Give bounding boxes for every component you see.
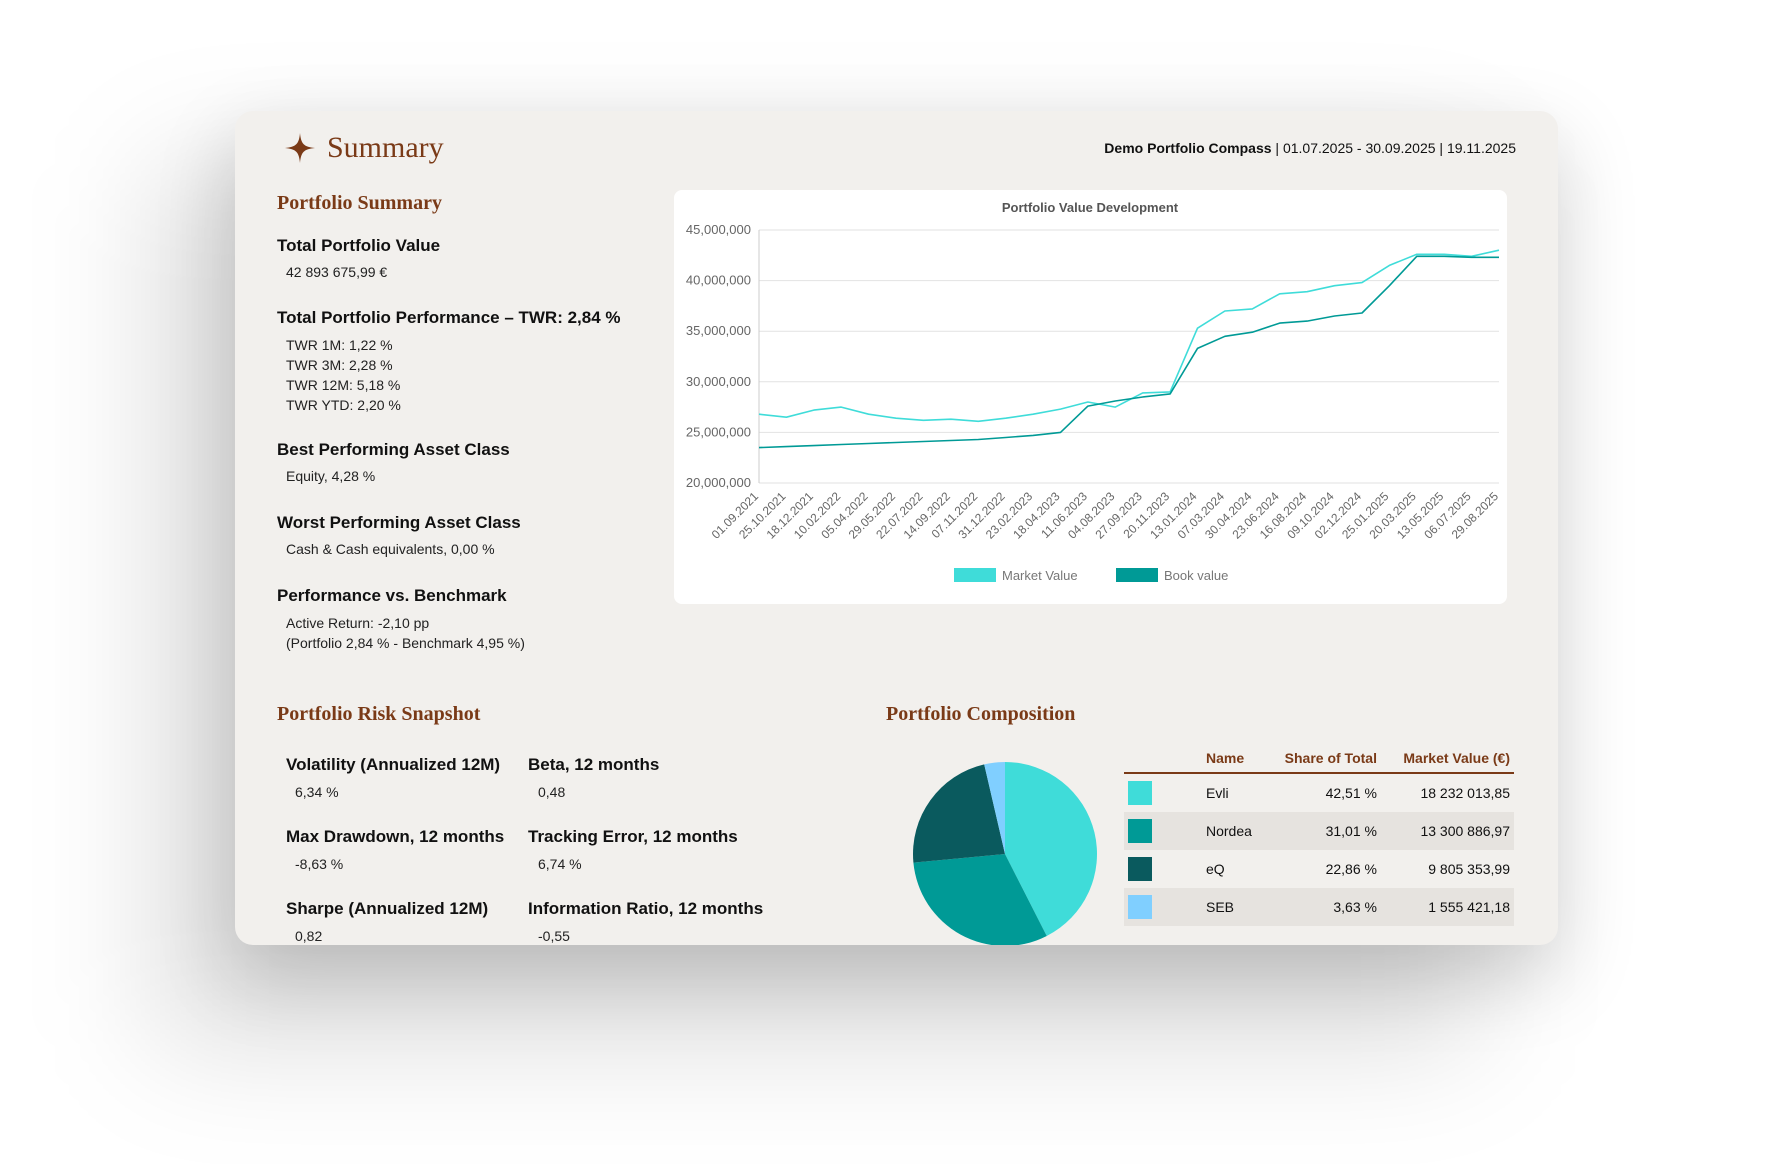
y-tick-label: 30,000,000	[686, 374, 751, 389]
page-title: Summary	[327, 131, 444, 164]
series-line-market-value	[758, 249, 1500, 423]
benchmark-label: Performance vs. Benchmark	[277, 586, 507, 605]
swatch-cell	[1124, 888, 1202, 926]
pie-slice-eq	[912, 764, 1005, 863]
row-share: 42,51 %	[1325, 785, 1377, 801]
legend-label: Market Value	[1002, 568, 1078, 583]
row-name: SEB	[1202, 888, 1265, 926]
portfolio-name: Demo Portfolio Compass	[1104, 140, 1272, 156]
row-share: 3,63 %	[1264, 888, 1381, 926]
summary-header: Summary	[285, 131, 444, 165]
composition-title: Portfolio Composition	[886, 703, 1076, 725]
tracking-error-label: Tracking Error, 12 months	[528, 827, 738, 846]
y-tick-label: 20,000,000	[686, 475, 751, 490]
legend-swatch	[954, 568, 996, 582]
total-value: 42 893 675,99 €	[286, 264, 388, 280]
twr-3m: TWR 3M: 2,28 %	[286, 357, 393, 373]
legend-swatch	[1116, 568, 1158, 582]
twr-12m: TWR 12M: 5,18 %	[286, 377, 401, 393]
table-row: SEB 3,63 % 1 555 421,18	[1124, 888, 1514, 926]
info-ratio-value: -0,55	[538, 928, 570, 944]
worst-asset-value: Cash & Cash equivalents, 0,00 %	[286, 541, 495, 557]
table-header: Name Share of Total Market Value (€)	[1124, 744, 1514, 774]
beta-value: 0,48	[538, 784, 566, 800]
swatch-cell	[1124, 850, 1202, 888]
report-dates: | 01.07.2025 - 30.09.2025 | 19.11.2025	[1271, 140, 1516, 156]
portfolio-summary-title: Portfolio Summary	[277, 192, 442, 214]
worst-asset-label: Worst Performing Asset Class	[277, 513, 521, 532]
chart-title: Portfolio Value Development	[1002, 200, 1179, 215]
name-column-header: Name	[1202, 744, 1265, 774]
row-name: eQ	[1206, 861, 1225, 877]
table-row: Evli 42,51 % 18 232 013,85	[1124, 773, 1514, 812]
pie-slice-evli	[1005, 762, 1098, 936]
sharpe-value: 0,82	[295, 928, 323, 944]
line-chart-svg: Portfolio Value Development 45,000,000 40,…	[686, 200, 1501, 583]
value-development-chart: Portfolio Value Development 45,000,000 40,…	[674, 190, 1507, 604]
swatch-cell	[1124, 773, 1202, 812]
legend-label: Book value	[1164, 568, 1228, 583]
eq-color-swatch	[1128, 857, 1152, 881]
report-meta: Demo Portfolio Compass | 01.07.2025 - 30…	[1104, 140, 1516, 156]
pie-slice-seb	[984, 762, 1005, 854]
pie-chart-svg	[912, 762, 1098, 945]
twr-list: TWR 1M: 1,22 % TWR 3M: 2,28 % TWR 12M: 5…	[286, 335, 401, 415]
sharpe-label: Sharpe (Annualized 12M)	[286, 899, 489, 918]
y-tick-label: 25,000,000	[686, 424, 751, 439]
sparkle-icon	[285, 133, 315, 163]
share-column-header: Share of Total	[1264, 744, 1381, 774]
volatility-label: Volatility (Annualized 12M)	[286, 755, 501, 774]
row-share: 22,86 %	[1325, 861, 1377, 877]
swatch-cell	[1124, 812, 1202, 850]
risk-snapshot-title: Portfolio Risk Snapshot	[277, 703, 481, 725]
color-column-header	[1124, 744, 1202, 774]
series-line-book-value	[758, 255, 1499, 449]
row-name: Nordea	[1202, 812, 1265, 850]
row-value: 18 232 013,85	[1420, 785, 1510, 801]
best-asset-value: Equity, 4,28 %	[286, 468, 376, 484]
total-value-label: Total Portfolio Value	[277, 236, 441, 255]
pie-slice-nordea	[913, 854, 1047, 945]
row-value: 13 300 886,97	[1380, 812, 1514, 850]
info-ratio-label: Information Ratio, 12 months	[528, 899, 764, 918]
nordea-color-swatch	[1128, 819, 1152, 843]
best-asset-label: Best Performing Asset Class	[277, 440, 510, 459]
y-tick-label: 45,000,000	[686, 222, 751, 237]
row-value: 9 805 353,99	[1428, 861, 1510, 877]
evli-color-swatch	[1128, 781, 1152, 805]
beta-label: Beta, 12 months	[528, 755, 660, 774]
twr-ytd: TWR YTD: 2,20 %	[286, 397, 401, 413]
composition-pie	[909, 758, 1101, 945]
benchmark-compare: (Portfolio 2,84 % - Benchmark 4,95 %)	[286, 635, 525, 651]
twr-1m: TWR 1M: 1,22 %	[286, 337, 393, 353]
max-drawdown-label: Max Drawdown, 12 months	[286, 827, 505, 846]
max-drawdown-value: -8,63 %	[295, 856, 344, 872]
table-row: eQ 22,86 % 9 805 353,99	[1124, 850, 1514, 888]
active-return: Active Return: -2,10 pp	[286, 615, 430, 631]
value-column-header: Market Value (€)	[1380, 744, 1514, 774]
summary-card: Summary Demo Portfolio Compass | 01.07.2…	[235, 111, 1558, 945]
seb-color-swatch	[1128, 895, 1152, 919]
tracking-error-value: 6,74 %	[538, 856, 582, 872]
performance-label: Total Portfolio Performance – TWR: 2,84 …	[277, 308, 621, 327]
composition-table: Name Share of Total Market Value (€) Evl…	[1124, 744, 1514, 926]
table-row: Nordea 31,01 % 13 300 886,97	[1124, 812, 1514, 850]
y-tick-label: 35,000,000	[686, 323, 751, 338]
row-share: 31,01 %	[1264, 812, 1381, 850]
volatility-value: 6,34 %	[295, 784, 339, 800]
y-tick-label: 40,000,000	[686, 273, 751, 288]
benchmark-values: Active Return: -2,10 pp (Portfolio 2,84 …	[286, 613, 525, 653]
row-value: 1 555 421,18	[1380, 888, 1514, 926]
row-name: Evli	[1206, 785, 1229, 801]
